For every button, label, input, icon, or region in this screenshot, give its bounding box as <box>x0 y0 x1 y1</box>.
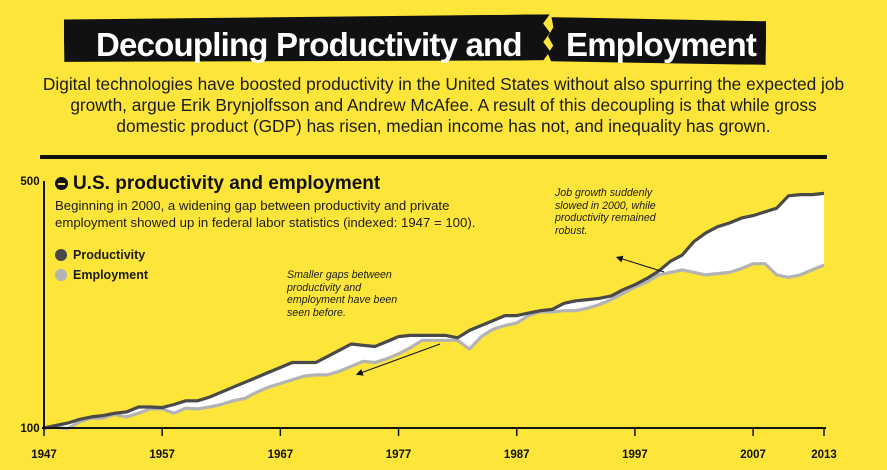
x-tick-label: 1987 <box>504 449 530 461</box>
annotation-smaller-gaps: Smaller gaps between productivity and em… <box>287 269 398 319</box>
intro-paragraph: Digital technologies have boosted produc… <box>42 74 845 136</box>
collapse-minus-icon[interactable] <box>55 177 68 190</box>
section-divider <box>40 155 827 159</box>
y-tick-label: 500 <box>20 176 39 188</box>
chart-plot-layer: 500 100 1947 1957 1967 1977 1987 1997 2007 2013 <box>20 176 836 461</box>
x-tick-label: 1977 <box>386 449 412 461</box>
legend-item-employment: Employment <box>55 267 148 283</box>
chart-title: U.S. productivity and employment <box>73 173 381 194</box>
legend-label-employment: Employment <box>73 268 149 282</box>
employment-line <box>43 262 825 431</box>
legend-label-productivity: Productivity <box>73 248 146 262</box>
x-tick-label: 1997 <box>622 449 648 461</box>
y-tick-label: 100 <box>20 423 39 435</box>
x-tick-label: 1957 <box>149 449 175 461</box>
annotation-job-growth: Job growth suddenly slowed in 2000, whil… <box>555 187 656 237</box>
x-tick-label: 2013 <box>811 449 837 461</box>
page-title-right: Employment <box>566 26 757 63</box>
x-tick-label: 1947 <box>31 449 57 461</box>
productivity-line <box>43 191 825 430</box>
legend-productivity-dot-icon <box>55 249 67 261</box>
legend-item-productivity: Productivity <box>55 247 145 263</box>
legend-employment-dot-icon <box>55 269 67 281</box>
title-banner: Decoupling Productivity and Employment <box>0 14 887 66</box>
x-tick-label: 2007 <box>740 449 766 461</box>
page-title-left: Decoupling Productivity and <box>96 26 523 63</box>
annotation-arrow-smaller-gaps <box>355 343 441 376</box>
x-tick-label: 1967 <box>268 449 294 461</box>
chart-subtitle: Beginning in 2000, a widening gap betwee… <box>55 198 476 230</box>
annotation-arrow-job-growth <box>615 255 665 273</box>
